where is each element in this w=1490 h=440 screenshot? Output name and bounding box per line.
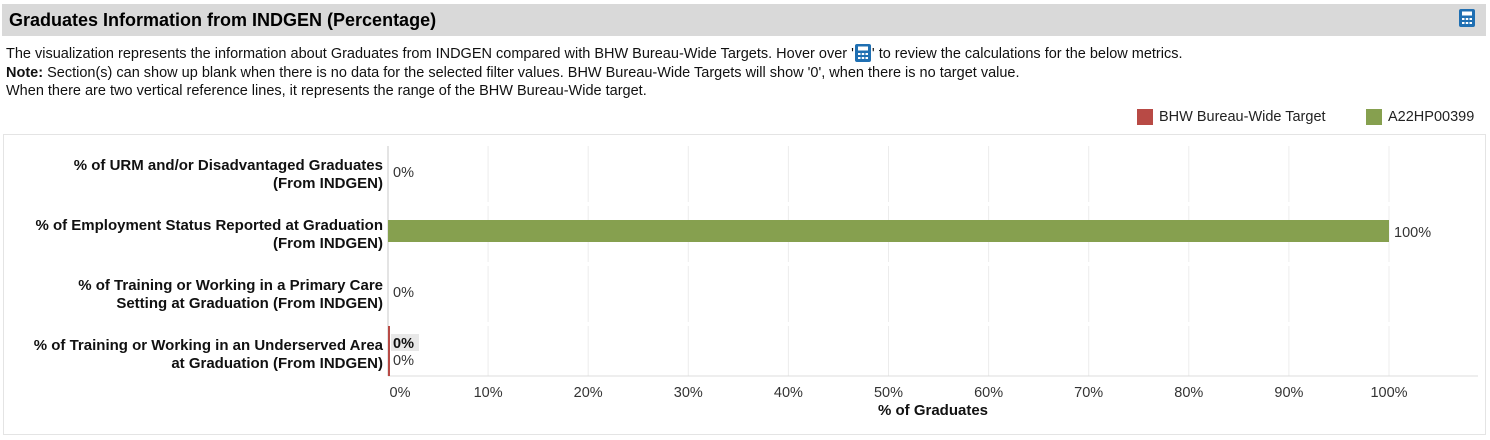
note-label: Note: <box>6 65 44 81</box>
legend-item-target[interactable]: BHW Bureau-Wide Target <box>1137 109 1326 125</box>
description-note: Note: Section(s) can show up blank when … <box>6 65 1020 81</box>
chart-frame <box>3 134 1486 435</box>
legend-label-series: A22HP00399 <box>1388 109 1475 125</box>
description-line-3: When there are two vertical reference li… <box>6 83 647 99</box>
calculator-icon[interactable] <box>1459 9 1475 27</box>
legend-label-target: BHW Bureau-Wide Target <box>1159 109 1326 125</box>
note-text: Section(s) can show up blank when there … <box>43 65 1020 81</box>
legend-swatch-target <box>1137 109 1153 125</box>
section-header: Graduates Information from INDGEN (Perce… <box>2 4 1486 36</box>
legend-item-series[interactable]: A22HP00399 <box>1366 109 1474 125</box>
legend-swatch-series <box>1366 109 1382 125</box>
description-line-1: The visualization represents the informa… <box>6 44 1183 62</box>
calculator-icon[interactable] <box>854 44 871 62</box>
section-title: Graduates Information from INDGEN (Perce… <box>9 10 437 30</box>
